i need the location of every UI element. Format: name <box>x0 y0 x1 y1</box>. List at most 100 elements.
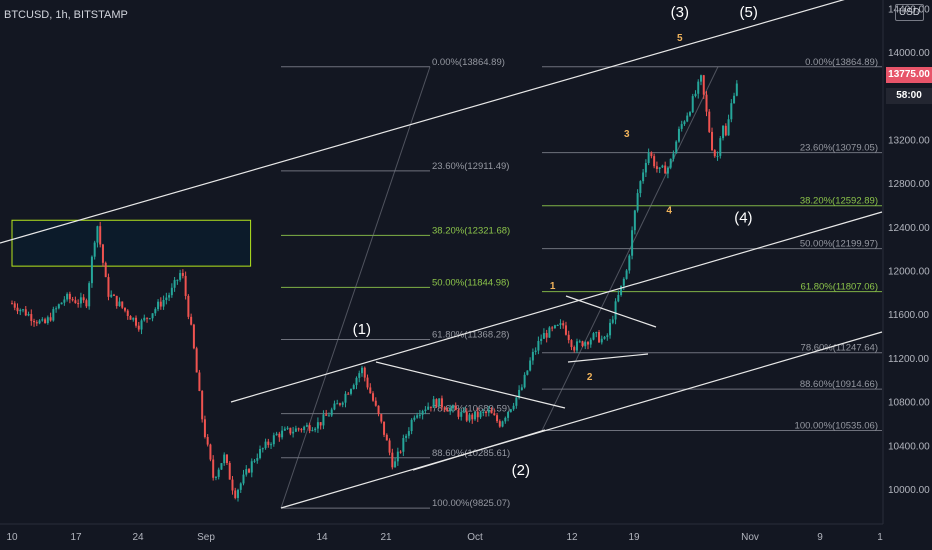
candle-body-139 <box>394 461 397 468</box>
x-tick-6: Oct <box>467 532 483 543</box>
candle-body-261 <box>730 103 733 120</box>
candle-body-99 <box>283 428 286 431</box>
candle-body-57 <box>168 295 171 298</box>
candle-body-169 <box>476 411 479 418</box>
candle-body-243 <box>680 124 683 129</box>
candle-body-9 <box>35 322 38 324</box>
candle-body-218 <box>611 319 614 323</box>
fib-label-left-2: 38.20%(12321.68) <box>432 225 510 236</box>
candle-body-18 <box>60 302 63 305</box>
candle-body-255 <box>713 150 716 157</box>
candle-body-33 <box>101 244 104 263</box>
candle-body-24 <box>77 303 80 305</box>
candle-body-193 <box>542 333 545 339</box>
candle-body-80 <box>231 479 234 491</box>
candle-body-214 <box>600 338 603 343</box>
candle-body-237 <box>664 165 667 174</box>
candle-body-122 <box>347 393 350 395</box>
candle-body-211 <box>592 333 595 340</box>
candle-body-2 <box>16 307 19 312</box>
candle-body-234 <box>655 166 658 169</box>
candle-body-245 <box>686 115 689 122</box>
fib-label-right-6: 88.60%(10914.66) <box>800 379 878 390</box>
candle-body-53 <box>157 301 160 310</box>
candle-body-32 <box>99 226 102 245</box>
candle-body-250 <box>700 75 702 82</box>
candle-body-117 <box>333 403 336 410</box>
candle-body-66 <box>192 324 195 349</box>
candle-body-116 <box>330 409 333 416</box>
candle-body-83 <box>239 483 242 490</box>
candle-body-94 <box>270 444 273 446</box>
candle-body-26 <box>82 297 85 301</box>
candle-body-134 <box>380 414 383 422</box>
currency-badge[interactable]: USD <box>894 4 924 21</box>
candle-body-107 <box>305 425 308 427</box>
lower-channel-line <box>280 331 883 509</box>
candle-body-238 <box>666 167 669 174</box>
candle-body-253 <box>708 111 711 132</box>
candle-body-70 <box>203 419 206 438</box>
wave-label-2: (3) <box>671 4 689 21</box>
candle-body-150 <box>424 409 427 411</box>
candle-body-85 <box>245 469 248 475</box>
candle-body-195 <box>548 327 551 338</box>
candle-body-42 <box>126 310 129 316</box>
candle-body-230 <box>644 163 647 173</box>
candle-body-92 <box>264 441 267 449</box>
candle-body-102 <box>292 431 295 434</box>
candle-body-185 <box>520 387 523 390</box>
candle-body-200 <box>562 323 565 326</box>
candle-body-186 <box>523 374 526 388</box>
candle-body-140 <box>396 451 399 462</box>
candle-body-73 <box>212 459 215 478</box>
y-tick-5: 12000.00 <box>888 267 930 278</box>
y-tick-7: 12800.00 <box>888 179 930 190</box>
candle-body-228 <box>639 181 642 194</box>
candle-body-119 <box>338 403 341 405</box>
candle-body-212 <box>595 332 598 334</box>
candle-body-155 <box>438 398 441 407</box>
fib-label-left-3: 50.00%(11844.98) <box>432 277 509 288</box>
candle-body-95 <box>272 435 275 445</box>
candle-body-242 <box>677 128 680 142</box>
candle-body-36 <box>110 294 113 297</box>
candle-body-72 <box>209 444 212 460</box>
candle-body-248 <box>694 93 697 97</box>
candle-body-90 <box>259 449 262 459</box>
wave-minor-bottom <box>567 353 649 363</box>
candle-body-145 <box>410 419 413 432</box>
candle-body-16 <box>55 308 58 310</box>
candle-body-30 <box>93 242 96 257</box>
candle-body-152 <box>429 406 432 408</box>
candle-body-52 <box>154 309 157 314</box>
candle-body-22 <box>71 299 74 301</box>
candle-body-183 <box>515 397 518 406</box>
candle-body-179 <box>504 417 507 422</box>
candle-body-224 <box>628 255 631 271</box>
candle-body-254 <box>711 131 714 151</box>
candle-body-62 <box>181 273 184 276</box>
candle-body-170 <box>479 412 482 418</box>
wave-label-7: 3 <box>624 129 630 140</box>
candle-body-114 <box>325 414 328 416</box>
candle-body-54 <box>159 301 162 307</box>
candle-body-187 <box>526 370 529 375</box>
candle-body-75 <box>217 469 220 477</box>
fib-label-right-2: 38.20%(12592.89) <box>800 196 878 207</box>
candle-body-51 <box>151 313 154 319</box>
candle-body-226 <box>633 210 636 231</box>
fib-label-left-5: 78.60%(10689.59) <box>432 404 510 415</box>
candle-body-216 <box>606 335 609 337</box>
wave-minor-top <box>565 295 657 328</box>
x-tick-4: 14 <box>316 532 328 543</box>
candle-body-76 <box>220 463 223 470</box>
candle-body-249 <box>697 81 700 94</box>
candle-body-197 <box>553 325 556 328</box>
candle-body-258 <box>722 125 725 139</box>
candle-body-34 <box>104 262 107 278</box>
candle-body-14 <box>49 317 52 321</box>
candle-body-121 <box>344 393 347 403</box>
candle-body-147 <box>416 415 419 418</box>
